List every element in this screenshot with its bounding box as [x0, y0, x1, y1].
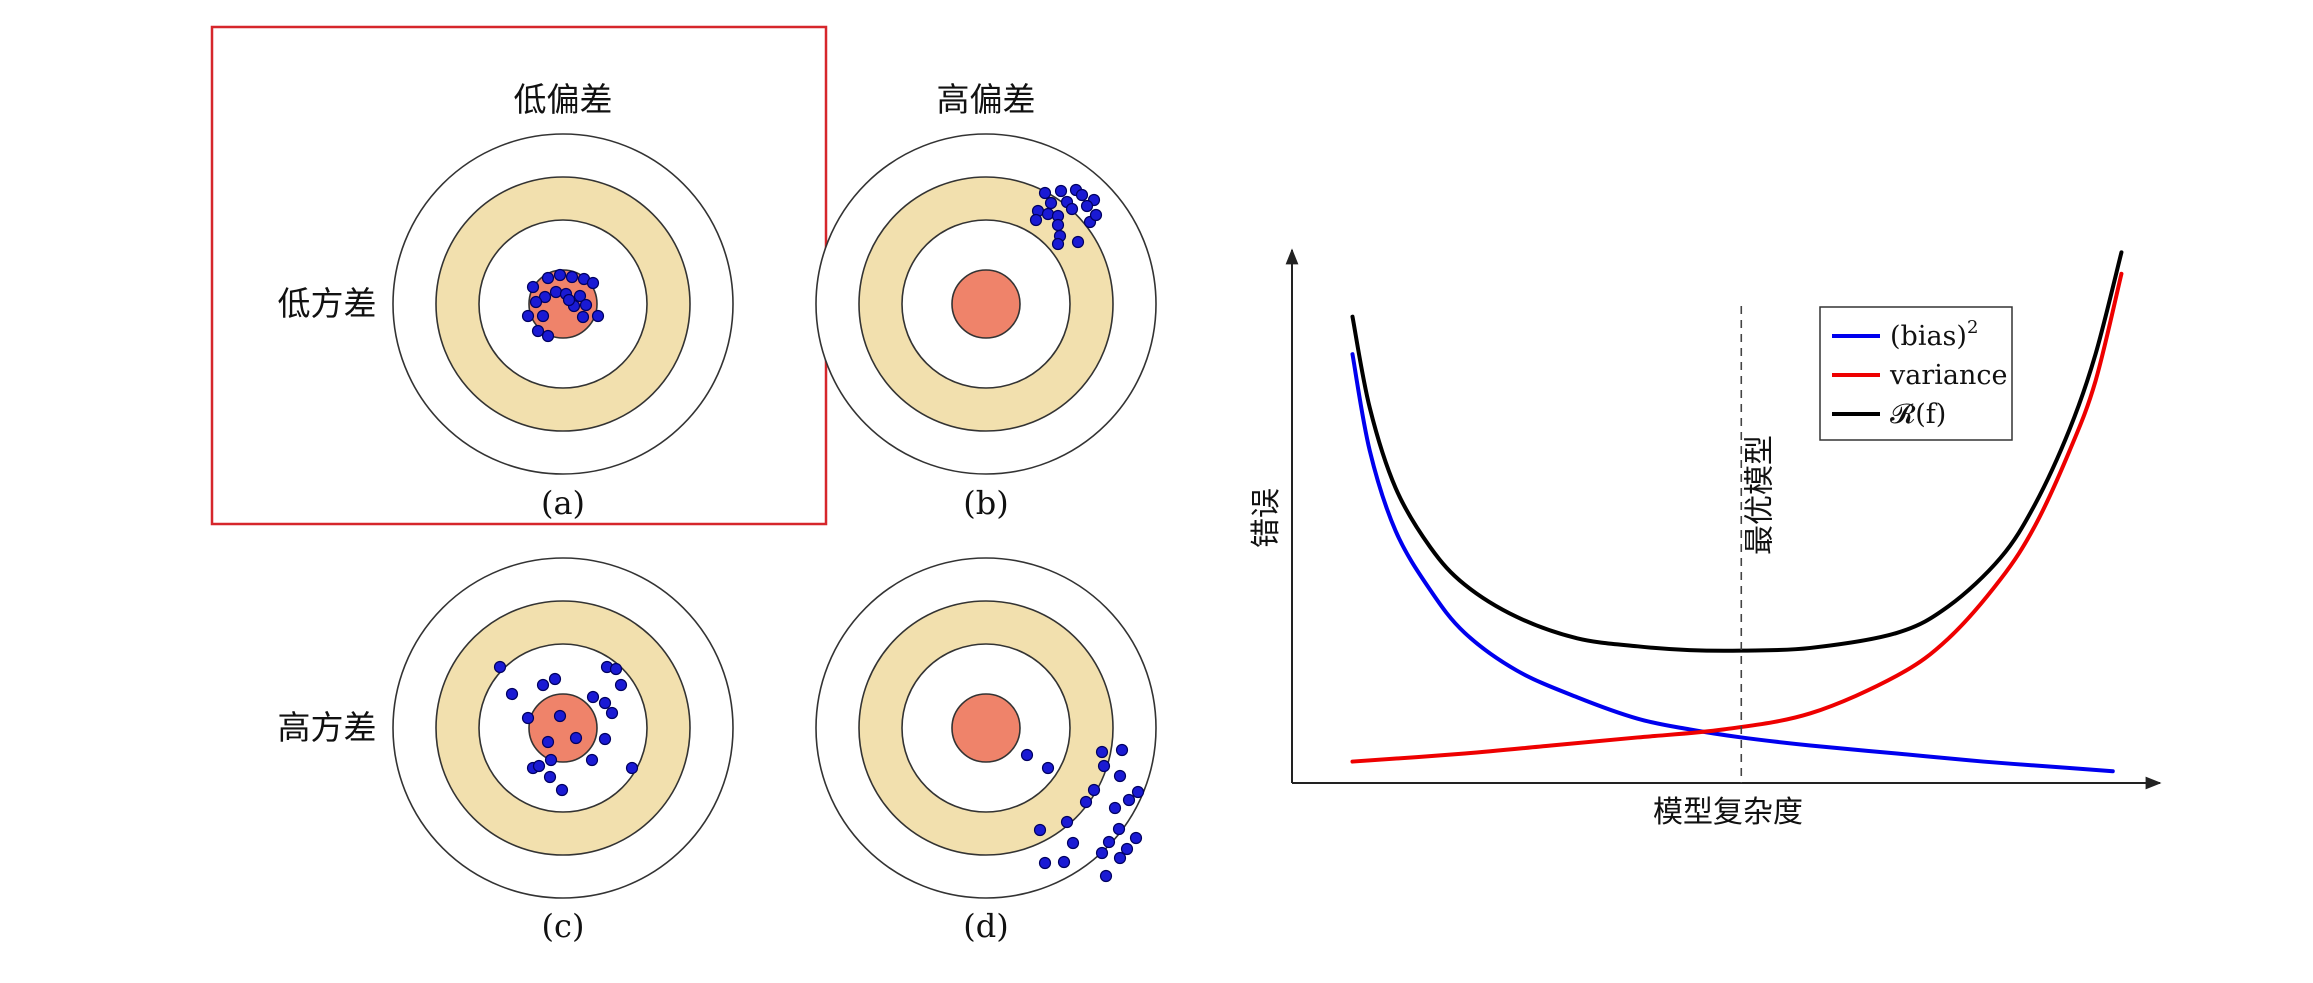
- hit-dot: [553, 709, 567, 723]
- hit-dot: [541, 271, 555, 285]
- row-label-low-variance: 低方差: [278, 284, 377, 323]
- hit-dot: [1041, 207, 1055, 221]
- hit-dot: [565, 270, 579, 284]
- hit-dot: [526, 280, 540, 294]
- hit-dot: [1120, 842, 1134, 856]
- panel-caption-c: (c): [542, 907, 585, 945]
- hit-dot: [562, 293, 576, 307]
- hit-dot: [1099, 869, 1113, 883]
- hit-dot: [549, 285, 563, 299]
- hit-dot: [536, 309, 550, 323]
- hit-dot: [591, 309, 605, 323]
- legend-label-bias: (bias)2: [1890, 317, 1978, 352]
- bullseye-d: [951, 693, 1021, 763]
- y-axis-label: 错误: [1249, 488, 1284, 548]
- x-axis-label: 模型复杂度: [1653, 795, 1803, 830]
- hit-dot: [1131, 785, 1145, 799]
- hit-dot: [1097, 759, 1111, 773]
- column-label-high-bias: 高偏差: [937, 80, 1036, 119]
- target-panel-b: [815, 133, 1157, 475]
- legend-label-variance: variance: [1889, 360, 2007, 391]
- row-label-high-variance: 高方差: [278, 708, 377, 747]
- hit-dot: [1080, 199, 1094, 213]
- hit-dot: [586, 690, 600, 704]
- hit-dot: [1108, 801, 1122, 815]
- hit-dot: [1113, 769, 1127, 783]
- bullseye-c: [528, 693, 598, 763]
- hit-dot: [532, 759, 546, 773]
- hit-dot: [598, 732, 612, 746]
- legend-label-risk: 𝓡(f): [1890, 399, 1946, 430]
- risk-curve: [1350, 250, 2124, 653]
- panel-caption-d: (d): [963, 907, 1008, 945]
- hit-dot: [555, 783, 569, 797]
- hit-dot: [625, 761, 639, 775]
- hit-dot: [1089, 208, 1103, 222]
- hit-dot: [609, 662, 623, 676]
- hit-dot: [1051, 237, 1065, 251]
- hit-dot: [1054, 184, 1068, 198]
- panel-caption-a: (a): [541, 484, 585, 522]
- hit-dot: [569, 731, 583, 745]
- optimal-model-label: 最优模型: [1742, 435, 1777, 555]
- hit-dot: [1020, 748, 1034, 762]
- column-label-low-bias: 低偏差: [514, 80, 613, 119]
- hit-dot: [614, 678, 628, 692]
- bullseye-b: [951, 269, 1021, 339]
- hit-dot: [521, 309, 535, 323]
- hit-dot: [543, 770, 557, 784]
- hit-dot: [505, 687, 519, 701]
- hit-dot: [553, 268, 567, 282]
- hit-dot: [521, 711, 535, 725]
- hit-dot: [1115, 743, 1129, 757]
- hit-dot: [1122, 793, 1136, 807]
- hit-dot: [538, 290, 552, 304]
- hit-dot: [1075, 188, 1089, 202]
- hit-dot: [1129, 831, 1143, 845]
- hit-dot: [536, 678, 550, 692]
- hit-dot: [1041, 761, 1055, 775]
- hit-dot: [541, 329, 555, 343]
- hit-dot: [579, 298, 593, 312]
- hit-dot: [585, 753, 599, 767]
- hit-dot: [576, 310, 590, 324]
- target-panel-a: [392, 133, 734, 475]
- hit-dot: [598, 696, 612, 710]
- hit-dot: [1071, 235, 1085, 249]
- target-panel-d: [815, 557, 1157, 899]
- hit-dot: [586, 276, 600, 290]
- bias-curve: [1350, 352, 2115, 774]
- hit-dot: [1038, 186, 1052, 200]
- hit-dot: [544, 753, 558, 767]
- hit-dot: [1051, 218, 1065, 232]
- target-panel-c: [392, 557, 734, 899]
- hit-dot: [1095, 745, 1109, 759]
- hit-dot: [1033, 823, 1047, 837]
- hit-dot: [1112, 822, 1126, 836]
- bias-variance-chart: 最优模型 模型复杂度 错误 (bias)2 variance 𝓡(f): [1249, 248, 2162, 830]
- hit-dot: [1087, 783, 1101, 797]
- hit-dot: [1044, 196, 1058, 210]
- hit-dot: [531, 324, 545, 338]
- panel-caption-b: (b): [963, 484, 1008, 522]
- legend: (bias)2 variance 𝓡(f): [1819, 306, 2013, 441]
- hit-dot: [1065, 202, 1079, 216]
- hit-dot: [605, 706, 619, 720]
- hit-dot: [529, 295, 543, 309]
- hit-dot: [548, 672, 562, 686]
- hit-dot: [1066, 836, 1080, 850]
- hit-dot: [493, 660, 507, 674]
- hit-dot: [1113, 851, 1127, 865]
- variance-curve: [1350, 271, 2124, 764]
- hit-dot: [1060, 815, 1074, 829]
- hit-dot: [541, 735, 555, 749]
- hit-dot: [1102, 835, 1116, 849]
- hit-dot: [573, 289, 587, 303]
- hit-dot: [1038, 856, 1052, 870]
- hit-dot: [1095, 846, 1109, 860]
- hit-dot: [1029, 213, 1043, 227]
- hit-dot: [1079, 795, 1093, 809]
- hit-dot: [1057, 855, 1071, 869]
